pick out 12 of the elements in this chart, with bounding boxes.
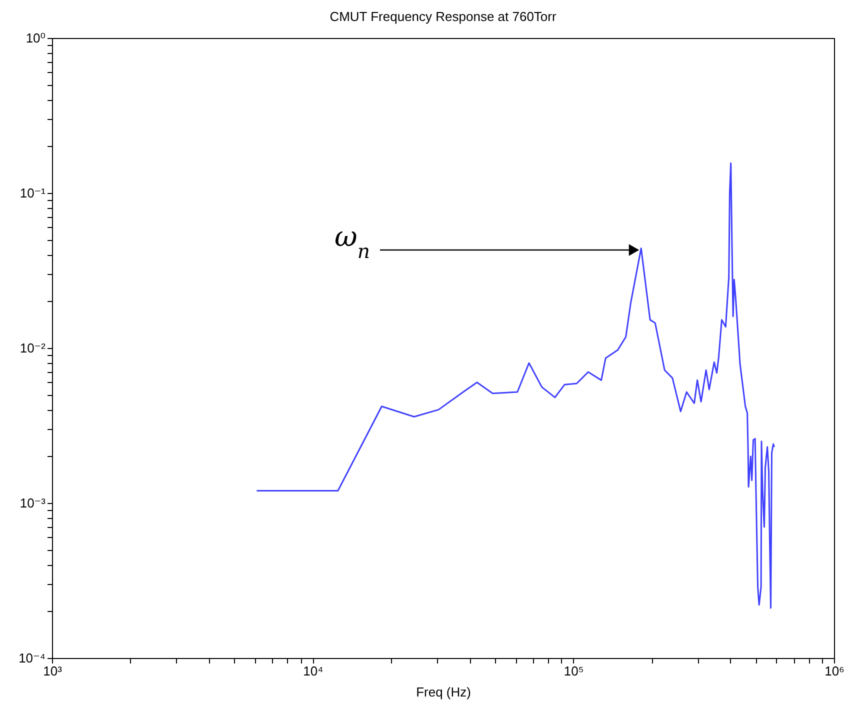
y-tick-label: 10⁰ bbox=[26, 30, 46, 46]
x-tick-label: 10⁴ bbox=[303, 664, 324, 678]
y-tick-label: 10⁻⁴ bbox=[18, 650, 46, 666]
x-tick-label: 10³ bbox=[43, 664, 63, 678]
y-tick-label: 10⁻¹ bbox=[20, 186, 46, 200]
chart-title: CMUT Frequency Response at 760Torr bbox=[330, 9, 557, 24]
annotation: ω$_{n}$ bbox=[334, 220, 370, 262]
x-axis-title: Freq (Hz) bbox=[416, 684, 471, 700]
x-tick-label: 10⁶ bbox=[824, 664, 844, 678]
y-tick-label: 10⁻³ bbox=[20, 496, 46, 510]
y-tick-label: 10⁻² bbox=[20, 340, 46, 356]
x-tick-label: 10⁵ bbox=[564, 664, 584, 678]
